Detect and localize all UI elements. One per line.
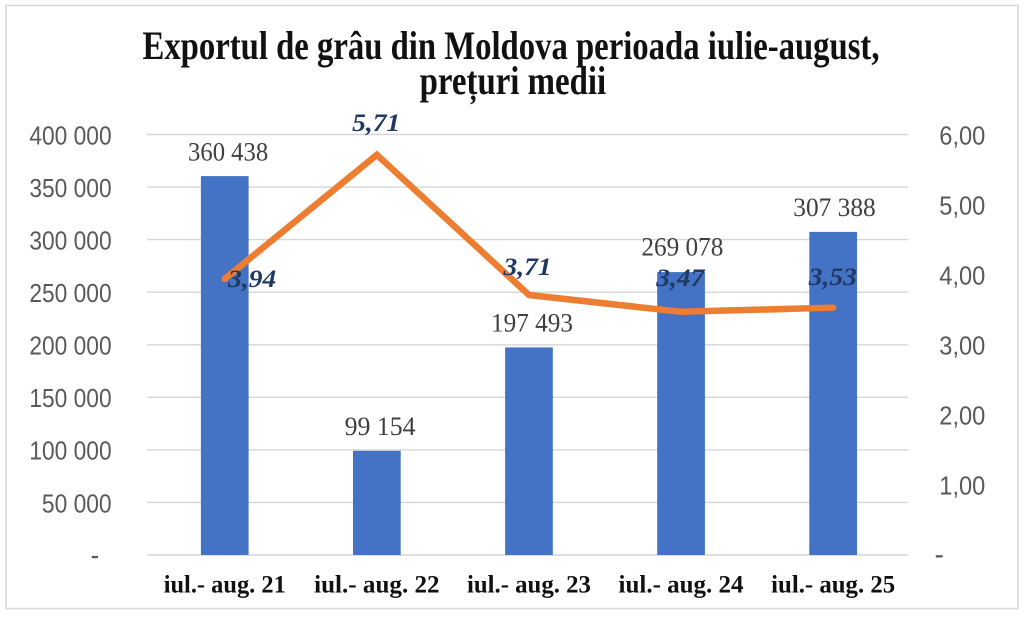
svg-text:iul.- aug. 24: iul.- aug. 24 xyxy=(619,572,744,599)
svg-text:200 000: 200 000 xyxy=(29,330,111,360)
svg-text:iul.- aug. 25: iul.- aug. 25 xyxy=(771,572,895,599)
svg-text:3,94: 3,94 xyxy=(227,264,276,293)
svg-text:prețuri medii: prețuri medii xyxy=(420,58,607,104)
svg-text:4,00: 4,00 xyxy=(939,260,985,290)
svg-text:2,00: 2,00 xyxy=(939,400,985,430)
svg-text:300 000: 300 000 xyxy=(29,225,111,255)
svg-text:Exportul de grâu din Moldova p: Exportul de grâu din Moldova perioada iu… xyxy=(143,23,880,68)
svg-text:iul.- aug. 22: iul.- aug. 22 xyxy=(314,572,440,599)
svg-text:6,00: 6,00 xyxy=(939,120,985,150)
svg-text:3,00: 3,00 xyxy=(939,330,985,360)
svg-text:3,53: 3,53 xyxy=(808,262,857,291)
svg-text:350 000: 350 000 xyxy=(29,173,111,203)
svg-text:50 000: 50 000 xyxy=(42,488,112,518)
svg-text:269 078: 269 078 xyxy=(641,232,723,262)
svg-text:250 000: 250 000 xyxy=(29,278,111,308)
svg-text:5,00: 5,00 xyxy=(939,190,985,220)
svg-text:197 493: 197 493 xyxy=(491,308,573,338)
svg-text:400 000: 400 000 xyxy=(29,120,111,150)
svg-text:iul.- aug. 23: iul.- aug. 23 xyxy=(467,572,591,599)
svg-text:3,47: 3,47 xyxy=(655,263,706,292)
svg-text:307 388: 307 388 xyxy=(793,192,876,222)
svg-text:100 000: 100 000 xyxy=(29,435,111,465)
svg-text:iul.- aug. 21: iul.- aug. 21 xyxy=(164,572,286,599)
svg-text:3,71: 3,71 xyxy=(502,252,551,281)
svg-text:1,00: 1,00 xyxy=(939,470,985,500)
svg-text:360 438: 360 438 xyxy=(188,136,268,166)
svg-text:99 154: 99 154 xyxy=(345,411,416,441)
svg-text:5,71: 5,71 xyxy=(352,108,400,137)
svg-text:150 000: 150 000 xyxy=(29,383,111,413)
